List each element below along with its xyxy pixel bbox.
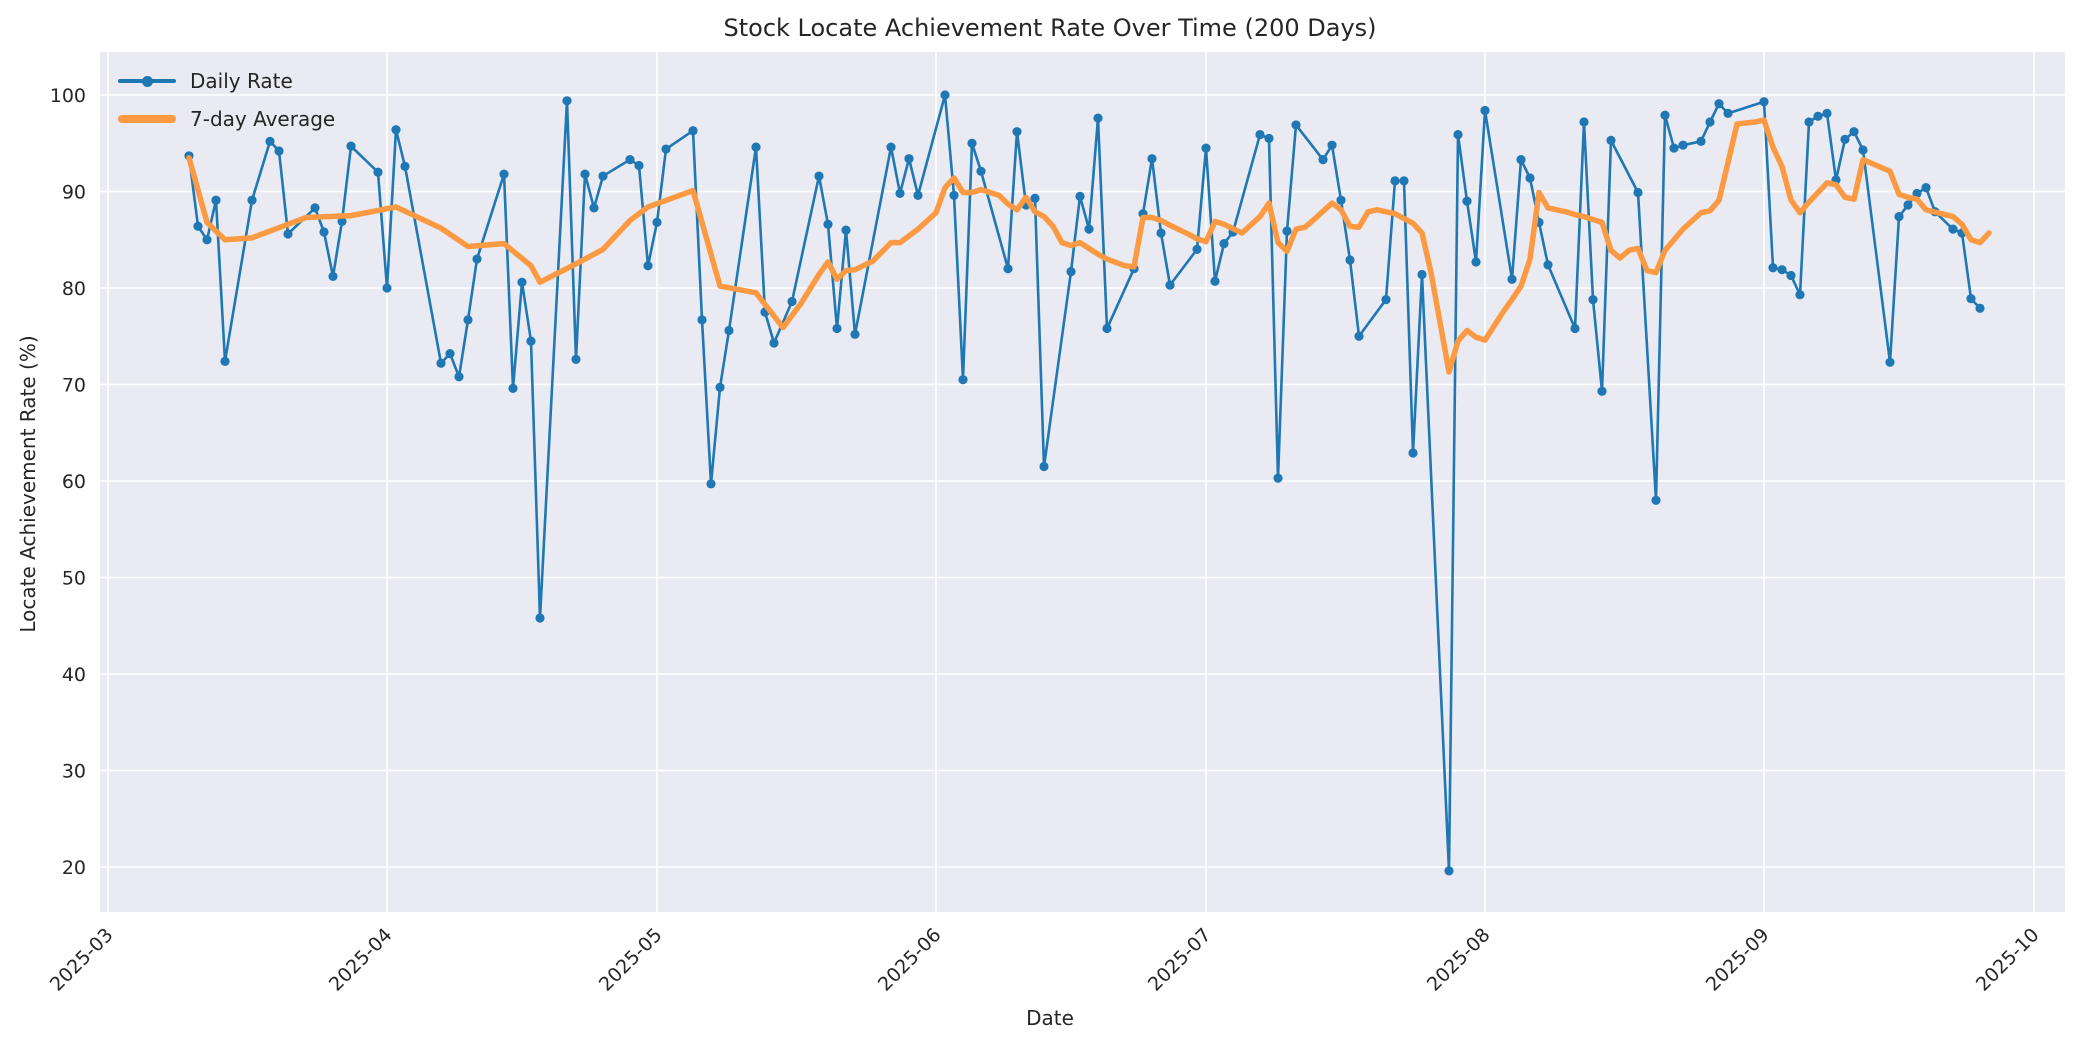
daily-rate-line-marker-icon <box>118 66 176 96</box>
legend-item-daily-rate: Daily Rate <box>118 66 335 96</box>
x-axis-label: Date <box>1026 1006 1074 1030</box>
svg-text:2025-10: 2025-10 <box>1972 924 2044 996</box>
svg-text:2025-04: 2025-04 <box>325 924 397 996</box>
svg-text:100: 100 <box>50 85 86 107</box>
svg-text:2025-09: 2025-09 <box>1702 924 1774 996</box>
svg-text:2025-06: 2025-06 <box>874 924 946 996</box>
legend-label-7day-average: 7-day Average <box>190 107 336 131</box>
svg-text:2025-07: 2025-07 <box>1144 924 1216 996</box>
svg-text:2025-03: 2025-03 <box>46 924 118 996</box>
chart-legend: Daily Rate 7-day Average <box>118 66 335 134</box>
svg-text:50: 50 <box>62 568 86 590</box>
svg-text:30: 30 <box>62 761 86 783</box>
average-line-icon <box>118 104 176 134</box>
chart-title: Stock Locate Achievement Rate Over Time … <box>723 14 1377 42</box>
svg-text:2025-08: 2025-08 <box>1423 924 1495 996</box>
y-axis-label: Locate Achievement Rate (%) <box>16 335 40 633</box>
svg-text:40: 40 <box>62 664 86 686</box>
svg-text:90: 90 <box>62 182 86 204</box>
svg-text:80: 80 <box>62 278 86 300</box>
svg-text:60: 60 <box>62 471 86 493</box>
svg-text:20: 20 <box>62 857 86 879</box>
legend-label-daily-rate: Daily Rate <box>190 69 293 93</box>
svg-text:70: 70 <box>62 375 86 397</box>
svg-text:2025-05: 2025-05 <box>595 924 667 996</box>
legend-item-7day-average: 7-day Average <box>118 104 335 134</box>
